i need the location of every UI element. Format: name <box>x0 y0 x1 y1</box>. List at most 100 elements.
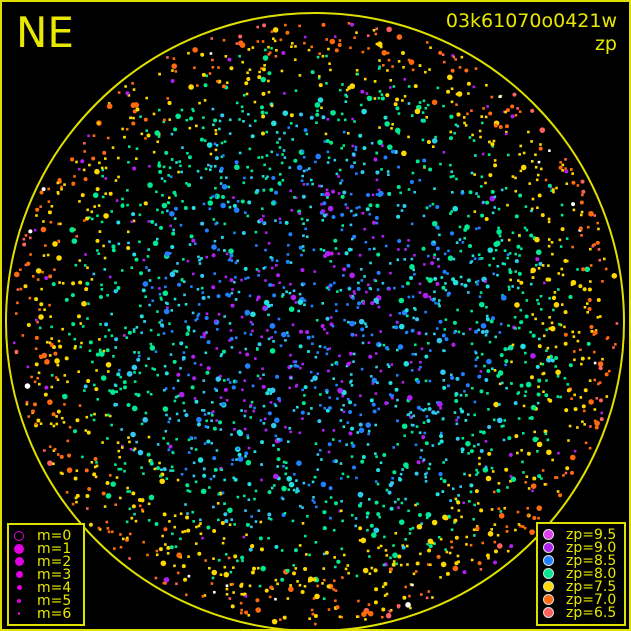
star-point <box>276 457 281 462</box>
star-point <box>586 310 590 314</box>
star-point <box>219 166 224 171</box>
star-point <box>70 157 75 162</box>
star-point <box>159 478 165 485</box>
star-point <box>244 211 247 214</box>
star-point <box>516 451 519 455</box>
star-point <box>204 351 208 355</box>
star-point <box>511 175 515 178</box>
star-point <box>393 150 398 155</box>
star-point <box>128 557 131 560</box>
legend-entry: zp=7.0 <box>538 592 624 608</box>
direction-label: NE <box>16 8 74 57</box>
star-point <box>273 484 276 487</box>
star-point <box>200 273 205 278</box>
star-point <box>290 42 294 45</box>
star-point <box>325 54 328 58</box>
star-point <box>225 252 229 256</box>
star-point <box>39 205 42 208</box>
star-point <box>342 553 346 557</box>
star-point <box>199 522 202 525</box>
star-point <box>359 267 363 271</box>
star-point <box>380 168 383 171</box>
star-point <box>327 205 334 212</box>
star-point <box>201 291 205 294</box>
star-point <box>424 479 428 483</box>
star-point <box>431 519 438 526</box>
star-point <box>236 495 240 499</box>
star-point <box>538 261 543 266</box>
star-point <box>172 57 176 60</box>
star-point <box>53 351 58 356</box>
star-point <box>391 65 394 68</box>
star-point <box>319 393 322 396</box>
star-point <box>470 342 474 346</box>
star-point <box>402 203 407 208</box>
star-point <box>285 331 289 335</box>
star-point <box>197 457 204 463</box>
star-point <box>209 165 213 168</box>
star-point <box>581 189 586 194</box>
star-point <box>279 344 283 348</box>
star-point <box>452 205 459 212</box>
star-point <box>414 471 419 476</box>
star-point <box>519 383 524 388</box>
star-point <box>472 139 476 142</box>
star-point <box>449 175 453 179</box>
star-point <box>437 442 441 446</box>
star-point <box>571 172 575 175</box>
star-point <box>39 355 44 360</box>
star-point <box>375 170 380 175</box>
star-point <box>129 116 132 120</box>
star-point <box>355 172 358 175</box>
star-point <box>510 360 513 364</box>
star-point <box>214 194 218 198</box>
star-point <box>352 465 357 470</box>
star-point <box>453 521 456 524</box>
star-point <box>487 451 492 456</box>
star-point <box>226 378 230 381</box>
star-point <box>192 329 196 333</box>
star-point <box>579 348 582 352</box>
star-point <box>548 327 552 330</box>
star-point <box>496 373 501 378</box>
star-point <box>98 350 102 353</box>
star-point <box>327 442 332 447</box>
star-point <box>470 309 473 313</box>
star-point <box>334 48 339 53</box>
star-point <box>25 402 29 406</box>
star-point <box>480 213 485 218</box>
star-point <box>519 169 523 173</box>
star-point <box>374 32 378 36</box>
star-point <box>156 208 159 212</box>
star-point <box>491 211 495 215</box>
star-point <box>394 531 398 535</box>
star-point <box>127 330 132 335</box>
star-point <box>485 317 490 322</box>
star-point <box>303 394 306 397</box>
star-point <box>433 290 436 294</box>
star-point <box>473 534 476 537</box>
star-point <box>127 436 130 439</box>
star-point <box>358 427 365 434</box>
star-point <box>173 217 177 220</box>
star-point <box>255 598 260 603</box>
star-point <box>519 524 522 528</box>
star-point <box>309 205 312 209</box>
star-point <box>200 488 207 495</box>
legend-marker <box>538 594 558 605</box>
star-point <box>44 359 50 365</box>
star-point <box>334 247 338 250</box>
star-point <box>255 298 259 302</box>
star-point <box>372 28 376 32</box>
star-point <box>211 107 215 111</box>
star-point <box>471 133 474 137</box>
star-point <box>586 341 591 346</box>
star-point <box>464 224 470 230</box>
star-point <box>598 366 603 371</box>
star-point <box>158 321 162 324</box>
star-point <box>276 153 279 157</box>
star-point <box>52 462 55 466</box>
star-point <box>184 413 189 418</box>
star-point <box>364 322 367 326</box>
star-point <box>332 528 336 532</box>
